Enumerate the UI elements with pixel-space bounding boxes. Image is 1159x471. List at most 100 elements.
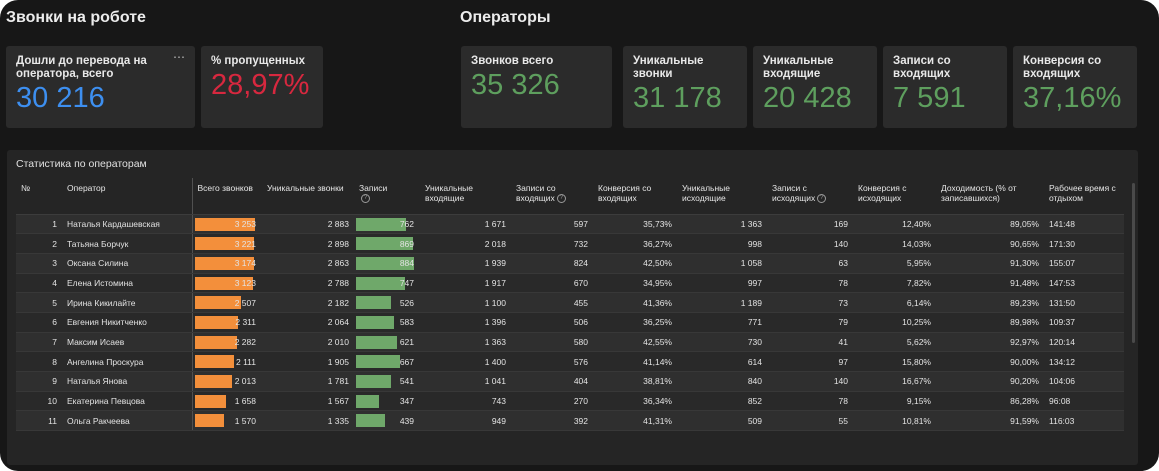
col-header-records[interactable]: Записи? <box>354 178 420 215</box>
cell-reach-rate: 89,05% <box>936 214 1044 235</box>
cell-total-calls: 2 507 <box>192 292 262 313</box>
kpi-value: 30 216 <box>16 82 105 114</box>
operators-table: № Оператор Всего звонков Уникальные звон… <box>16 178 1124 432</box>
cell-total-calls-bar <box>194 256 254 270</box>
col-header-conversion-incoming[interactable]: Конверсия со входящих <box>593 178 677 215</box>
cell-unique-calls: 1 905 <box>262 351 354 372</box>
table-row[interactable]: 4 Елена Истомина 3 123 2 788 747 1 917 670 34,9… <box>16 273 1124 294</box>
question-circle-icon[interactable]: ? <box>556 194 566 204</box>
kpi-value: 37,16% <box>1023 82 1122 114</box>
cell-conversion-outgoing: 14,03% <box>853 233 936 254</box>
cell-work-time: 131:50 <box>1044 292 1124 313</box>
more-horizontal-icon[interactable]: ⋯ <box>173 50 186 64</box>
kpi-card-records-incoming[interactable]: Записи со входящих 7 591 <box>883 46 1007 128</box>
kpi-value: 20 428 <box>763 82 852 114</box>
cell-conversion-incoming: 35,73% <box>593 214 677 235</box>
cell-unique-outgoing: 840 <box>677 371 767 392</box>
cell-operator: Наталья Янова <box>62 371 193 392</box>
cell-records-incoming: 824 <box>511 253 593 274</box>
kpi-label: Уникальные звонки <box>633 55 704 80</box>
kpi-card-conversion-incoming[interactable]: Конверсия со входящих 37,16% <box>1013 46 1137 128</box>
cell-records-incoming: 670 <box>511 273 593 294</box>
cell-unique-outgoing: 1 058 <box>677 253 767 274</box>
table-row[interactable]: 5 Ирина Кикилайте 2 507 2 182 526 1 100 455 41,… <box>16 292 1124 313</box>
cell-conversion-incoming: 41,14% <box>593 351 677 372</box>
cell-total-calls-bar <box>194 335 237 349</box>
cell-total-calls-bar <box>194 217 255 231</box>
table-row[interactable]: 6 Евгения Никитченко 2 311 2 064 583 1 396 506… <box>16 312 1124 333</box>
table-row[interactable]: 9 Наталья Янова 2 013 1 781 541 1 041 404 38,81… <box>16 371 1124 392</box>
cell-work-time: 141:48 <box>1044 214 1124 235</box>
cell-operator: Татьяна Борчук <box>62 233 193 254</box>
cell-records-value: 439 <box>399 415 414 426</box>
cell-records-outgoing: 79 <box>767 312 853 333</box>
question-circle-icon[interactable]: ? <box>817 194 827 204</box>
col-header-unique-outgoing[interactable]: Уникальные исходящие <box>677 178 767 215</box>
cell-unique-outgoing: 1 189 <box>677 292 767 313</box>
cell-unique-calls: 2 182 <box>262 292 354 313</box>
cell-unique-incoming: 743 <box>420 391 511 412</box>
cell-unique-calls: 2 010 <box>262 332 354 353</box>
col-header-records-incoming[interactable]: Записи со входящих? <box>511 178 593 215</box>
cell-total-calls-bar <box>194 315 238 329</box>
cell-records-outgoing: 78 <box>767 273 853 294</box>
cell-unique-outgoing: 1 363 <box>677 214 767 235</box>
cell-reach-rate: 91,30% <box>936 253 1044 274</box>
cell-records-bar <box>356 394 379 408</box>
kpi-card-unique-calls[interactable]: Уникальные звонки 31 178 <box>623 46 747 128</box>
cell-work-time: 116:03 <box>1044 410 1124 432</box>
cell-number: 10 <box>16 391 62 412</box>
col-header-number[interactable]: № <box>16 178 62 215</box>
section-title-calls: Звонки на роботе <box>6 9 146 26</box>
col-header-reach-rate[interactable]: Доходимость (% от записавшихся) <box>936 178 1044 215</box>
kpi-value: 28,97% <box>211 69 310 101</box>
kpi-card-total-calls[interactable]: Звонков всего 35 326 <box>461 46 612 128</box>
operators-stats-panel: Статистика по операторам № Оператор Всег… <box>7 150 1138 465</box>
cell-unique-calls: 2 863 <box>262 253 354 274</box>
cell-unique-calls: 2 064 <box>262 312 354 333</box>
cell-total-calls-value: 2 013 <box>234 376 256 387</box>
col-header-unique-calls[interactable]: Уникальные звонки <box>262 178 354 215</box>
table-row[interactable]: 8 Ангелина Проскура 2 111 1 905 667 1 400 576 4… <box>16 351 1124 372</box>
col-header-unique-incoming[interactable]: Уникальные входящие <box>420 178 511 215</box>
cell-records-value: 747 <box>399 277 414 288</box>
table-row[interactable]: 3 Оксана Силина 3 174 2 863 884 1 939 824 42,50… <box>16 253 1124 274</box>
kpi-card-transferred[interactable]: ⋯ Дошли до перевода на оператора, всего … <box>6 46 195 128</box>
cell-records: 347 <box>354 391 420 412</box>
cell-records-value: 667 <box>399 356 414 367</box>
table-row[interactable]: 7 Максим Исаев 2 282 2 010 621 1 363 580 42,55%… <box>16 332 1124 353</box>
cell-total-calls-value: 2 507 <box>234 297 256 308</box>
vertical-scrollbar[interactable] <box>1132 183 1135 343</box>
cell-unique-incoming: 1 363 <box>420 332 511 353</box>
cell-conversion-incoming: 36,27% <box>593 233 677 254</box>
kpi-card-unique-incoming[interactable]: Уникальные входящие 20 428 <box>753 46 877 128</box>
col-header-conversion-outgoing[interactable]: Конверсия с исходящих <box>853 178 936 215</box>
cell-records-value: 869 <box>399 238 414 249</box>
table-scroll-area[interactable]: № Оператор Всего звонков Уникальные звон… <box>16 178 1128 465</box>
question-circle-icon[interactable]: ? <box>361 194 370 204</box>
cell-unique-calls: 1 335 <box>262 410 354 432</box>
cell-records-outgoing: 169 <box>767 214 853 235</box>
cell-unique-incoming: 1 396 <box>420 312 511 333</box>
cell-total-calls-bar <box>194 355 234 369</box>
col-header-operator[interactable]: Оператор <box>62 178 193 215</box>
cell-total-calls-bar <box>194 394 226 408</box>
col-header-records-outgoing[interactable]: Записи с исходящих? <box>767 178 853 215</box>
cell-records-outgoing: 78 <box>767 391 853 412</box>
cell-records: 541 <box>354 371 420 392</box>
cell-unique-incoming: 1 671 <box>420 214 511 235</box>
col-header-work-time[interactable]: Рабочее время с отдыхом <box>1044 178 1124 215</box>
cell-total-calls-bar <box>194 276 253 290</box>
panel-title: Статистика по операторам <box>16 158 147 170</box>
cell-records-bar <box>356 256 414 270</box>
table-row[interactable]: 10 Екатерина Певцова 1 658 1 567 347 743 270 36… <box>16 391 1124 412</box>
table-row[interactable]: 1 Наталья Кардашевская 3 253 2 883 762 1 671 5… <box>16 214 1124 235</box>
cell-unique-incoming: 1 400 <box>420 351 511 372</box>
table-row[interactable]: 11 Ольга Ракчеева 1 570 1 335 439 949 392 41,31… <box>16 410 1124 432</box>
table-row[interactable]: 2 Татьяна Борчук 3 221 2 898 869 2 018 732 36,2… <box>16 233 1124 254</box>
col-header-total-calls[interactable]: Всего звонков <box>192 178 262 215</box>
cell-reach-rate: 90,00% <box>936 351 1044 372</box>
kpi-card-missed[interactable]: % пропущенных 28,97% <box>201 46 323 128</box>
cell-records-outgoing: 41 <box>767 332 853 353</box>
cell-conversion-outgoing: 5,95% <box>853 253 936 274</box>
